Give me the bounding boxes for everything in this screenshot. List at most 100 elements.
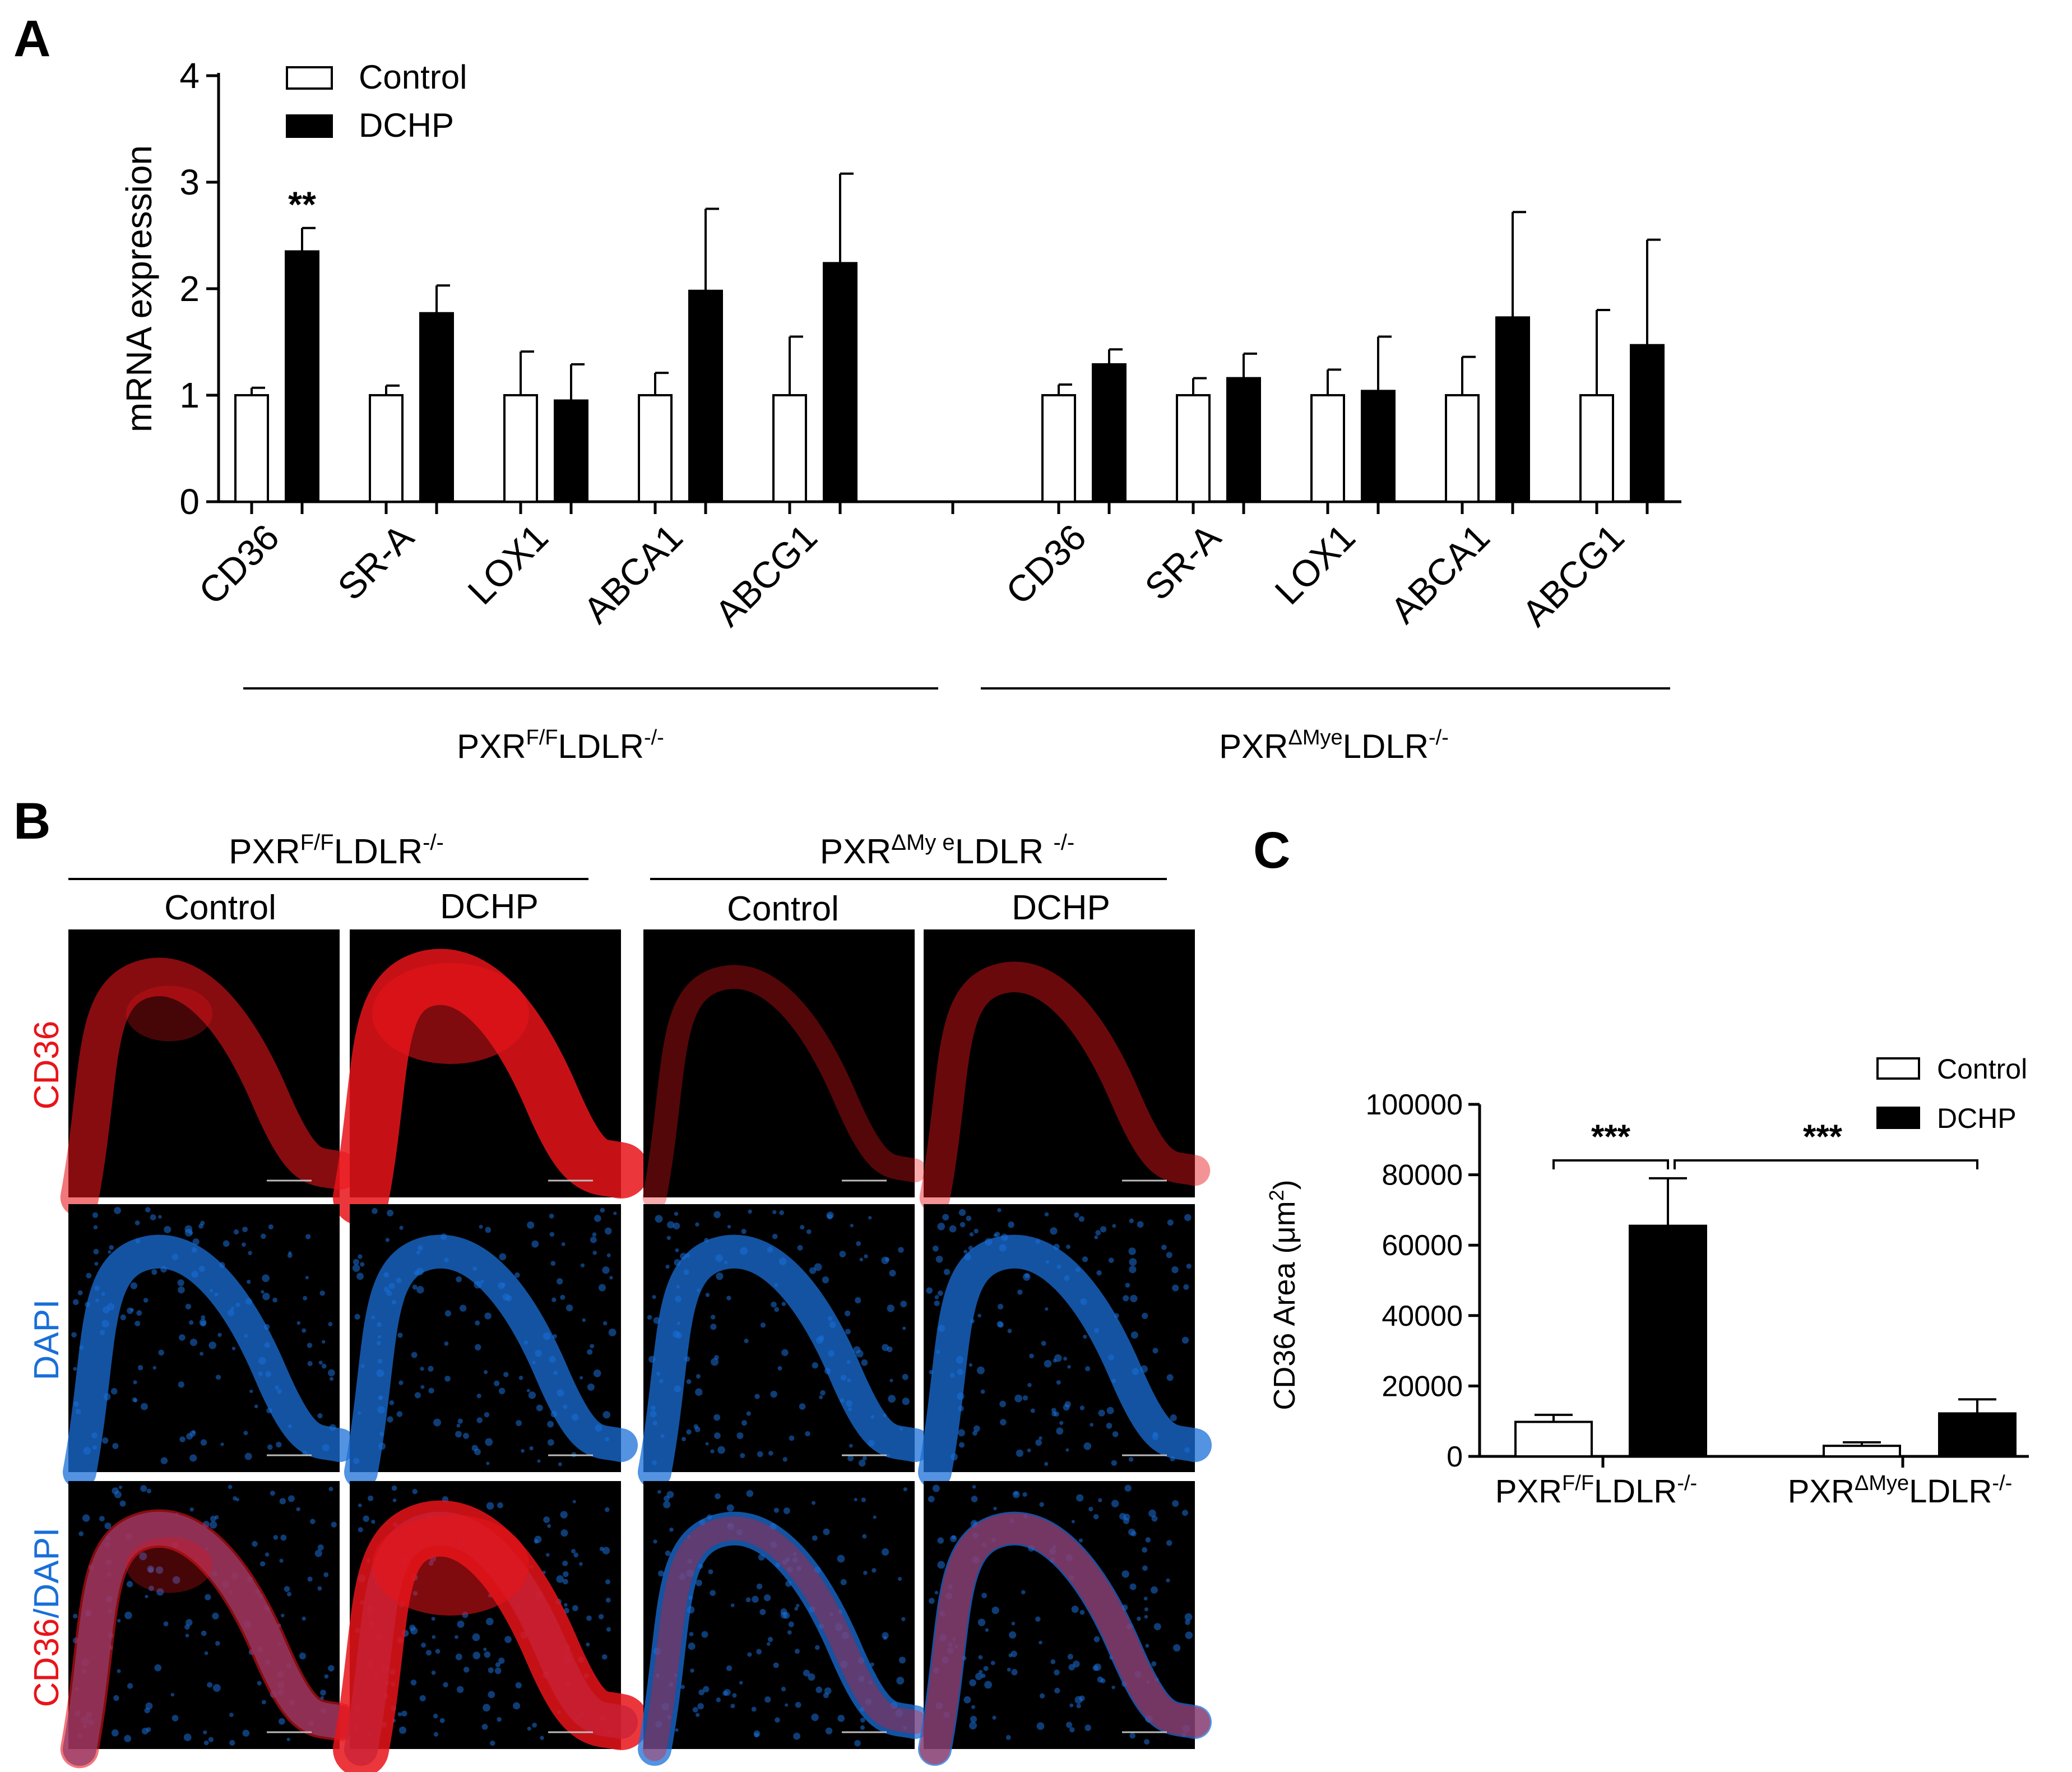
- micrograph-nucleus: [796, 1604, 800, 1608]
- micrograph-nucleus: [847, 1455, 854, 1461]
- micrograph-nucleus: [457, 1418, 463, 1424]
- micrograph-nucleus: [523, 1340, 529, 1345]
- micrograph-nucleus: [600, 1207, 605, 1213]
- micrograph-nucleus: [503, 1372, 509, 1377]
- micrograph-nucleus: [1014, 1394, 1023, 1403]
- micrograph-nucleus: [229, 1713, 234, 1717]
- micrograph-nucleus: [203, 1730, 207, 1734]
- micrograph-nucleus: [1186, 1264, 1192, 1269]
- micrograph-nucleus: [1078, 1538, 1083, 1543]
- chart-c-bar-control: [1823, 1445, 1901, 1458]
- micrograph-nucleus: [1041, 1340, 1046, 1346]
- micrograph-nucleus: [379, 1432, 384, 1437]
- micrograph-nucleus: [531, 1240, 539, 1248]
- micrograph-nucleus: [865, 1698, 872, 1705]
- micrograph-nucleus: [674, 1385, 682, 1392]
- micrograph-nucleus: [1151, 1586, 1158, 1594]
- micrograph-nucleus: [929, 1598, 935, 1604]
- micrograph-nucleus: [302, 1450, 308, 1456]
- micrograph-nucleus: [594, 1215, 601, 1222]
- micrograph-nucleus: [356, 1273, 364, 1280]
- micrograph-nucleus: [942, 1657, 949, 1664]
- micrograph-nucleus: [460, 1304, 467, 1312]
- micrograph-nucleus: [950, 1535, 957, 1542]
- micrograph-nucleus: [714, 1355, 719, 1360]
- micrograph-nucleus: [560, 1511, 568, 1519]
- chart-a-bar-control: [1579, 394, 1614, 503]
- micrograph-nucleus: [248, 1251, 252, 1256]
- micrograph-nucleus: [943, 1269, 951, 1275]
- micrograph-nucleus: [971, 1496, 978, 1502]
- micrograph-nucleus: [846, 1400, 853, 1407]
- chart-a-legend-swatch-control: [286, 66, 333, 90]
- micrograph-nucleus: [171, 1253, 179, 1260]
- micrograph-nucleus: [488, 1667, 494, 1673]
- micrograph-nucleus: [354, 1313, 360, 1320]
- micrograph-nucleus: [741, 1229, 747, 1234]
- micrograph-nucleus: [546, 1553, 550, 1557]
- micrograph-nucleus: [726, 1504, 734, 1512]
- micrograph-nucleus: [653, 1648, 661, 1655]
- micrograph-nucleus: [158, 1215, 162, 1219]
- micrograph-nucleus: [902, 1326, 906, 1330]
- micrograph-nucleus: [363, 1515, 369, 1522]
- micrograph-nucleus: [586, 1615, 592, 1621]
- chart-c-significance-label: ***: [1591, 1118, 1631, 1155]
- micrograph-nucleus: [949, 1225, 957, 1233]
- micrograph-nucleus: [472, 1266, 477, 1271]
- micrograph-nucleus: [713, 1414, 721, 1421]
- micrograph-nucleus: [957, 1368, 963, 1375]
- micrograph-nucleus: [515, 1682, 522, 1688]
- micrograph-nucleus: [937, 1290, 943, 1296]
- micrograph-nucleus: [1071, 1520, 1075, 1524]
- micrograph-nucleus: [829, 1612, 834, 1617]
- micrograph-nucleus: [855, 1297, 861, 1304]
- micrograph-nucleus: [1185, 1631, 1193, 1639]
- micrograph-nucleus: [949, 1372, 955, 1378]
- micrograph-nucleus: [676, 1285, 680, 1289]
- micrograph-nucleus: [889, 1270, 896, 1277]
- micrograph-nucleus: [92, 1445, 97, 1450]
- micrograph-nucleus: [773, 1662, 779, 1668]
- micrograph-nucleus: [178, 1381, 184, 1388]
- micrograph-nucleus: [741, 1420, 747, 1426]
- micrograph-tile: [642, 929, 927, 1210]
- micrograph-nucleus: [331, 1521, 337, 1528]
- micrograph-nucleus: [606, 1627, 611, 1632]
- micrograph-nucleus: [699, 1519, 706, 1526]
- micrograph-nucleus: [455, 1653, 462, 1660]
- micrograph-nucleus: [410, 1627, 418, 1635]
- micrograph-nucleus: [198, 1223, 204, 1229]
- chart-a-x-tick-label: SR-A: [330, 516, 421, 608]
- micrograph-nucleus: [883, 1636, 887, 1640]
- micrograph-nucleus: [1056, 1380, 1061, 1385]
- panel-b-row-label-dapi: DAPI: [27, 1299, 66, 1381]
- micrograph-nucleus: [997, 1208, 1002, 1213]
- micrograph-nucleus: [592, 1251, 597, 1255]
- micrograph-nucleus: [785, 1580, 792, 1587]
- micrograph-nucleus: [680, 1685, 685, 1690]
- micrograph-nucleus: [1022, 1395, 1028, 1401]
- micrograph-nucleus: [92, 1212, 99, 1218]
- micrograph-nucleus: [504, 1636, 512, 1643]
- micrograph-nucleus: [217, 1333, 222, 1337]
- micrograph-nucleus: [1166, 1374, 1174, 1381]
- micrograph-nucleus: [474, 1280, 481, 1289]
- micrograph-nucleus: [1114, 1313, 1119, 1318]
- micrograph-nucleus: [1076, 1704, 1081, 1709]
- micrograph-nucleus: [135, 1320, 141, 1327]
- micrograph-nucleus: [1167, 1219, 1174, 1226]
- micrograph-nucleus: [432, 1635, 436, 1639]
- micrograph-nucleus: [744, 1338, 749, 1344]
- micrograph-nucleus: [710, 1324, 717, 1330]
- micrograph-nucleus: [726, 1296, 731, 1301]
- micrograph-nucleus: [483, 1704, 490, 1712]
- micrograph-nucleus: [933, 1667, 940, 1673]
- micrograph-nucleus: [704, 1238, 709, 1243]
- micrograph-nucleus: [1129, 1583, 1137, 1590]
- micrograph-nucleus: [939, 1634, 947, 1642]
- micrograph-nucleus: [775, 1717, 780, 1723]
- micrograph-nucleus: [1085, 1366, 1091, 1372]
- micrograph-nucleus: [443, 1682, 448, 1688]
- micrograph-nucleus: [663, 1501, 671, 1509]
